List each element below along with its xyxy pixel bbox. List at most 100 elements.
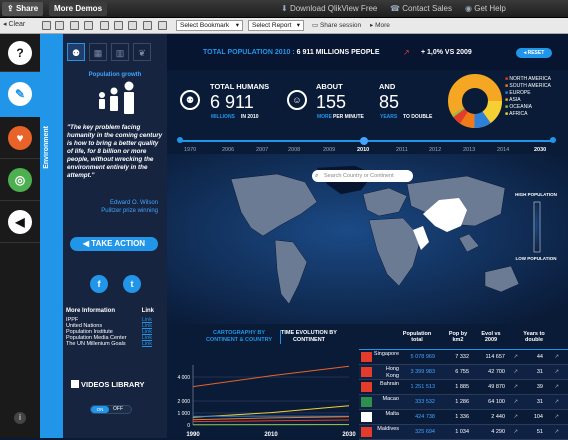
building-icon[interactable]: ▦	[89, 43, 107, 61]
country-name: Singapore	[373, 351, 399, 358]
side-panel: ⚉ ▦ ▥ ❦ Population growth "The key probl…	[63, 34, 167, 438]
share-button[interactable]: ⇪ Share	[2, 2, 43, 16]
tab-cartography[interactable]: CARTOGRAPHY BY CONTINENT & COUNTRY	[201, 330, 277, 344]
table-header[interactable]: Pop by km2	[445, 331, 471, 343]
search-tool-icon[interactable]	[143, 21, 152, 30]
back-nav-icon[interactable]	[42, 21, 51, 30]
twitter-icon[interactable]: t	[123, 275, 141, 293]
legend-item[interactable]: ■ SOUTH AMERICA	[505, 83, 567, 90]
legend-item[interactable]: ■ ASIA	[505, 97, 567, 104]
megaphone-small-icon: ◀	[83, 239, 89, 248]
timeline-year[interactable]: 2009	[323, 147, 335, 153]
series-line[interactable]	[193, 406, 349, 418]
timeline-year[interactable]: 1970	[184, 147, 196, 153]
flag-icon	[361, 352, 372, 362]
legend-label: SOUTH AMERICA	[509, 83, 550, 89]
search-placeholder: Search Country or Continent	[324, 173, 394, 179]
undo-icon[interactable]	[70, 21, 79, 30]
nav-item-question[interactable]: ?	[0, 34, 40, 72]
series-line[interactable]	[193, 366, 349, 386]
legend-item[interactable]: ■ NORTH AMERICA	[505, 76, 567, 83]
timeline-year[interactable]: 2011	[396, 147, 408, 153]
legend-label: EUROPE	[509, 90, 530, 96]
table-header[interactable]: Evol vs 2009	[477, 331, 505, 343]
country-name: Bahrain	[373, 381, 399, 388]
x-tick-label: 2030	[342, 432, 356, 438]
timeline-year[interactable]: 2007	[256, 147, 268, 153]
donut-legend: ■ NORTH AMERICA ■ SOUTH AMERICA ■ EUROPE…	[505, 76, 567, 118]
contact-label: Contact Sales	[402, 4, 452, 13]
trend-icon: ↗	[549, 350, 559, 364]
more-demos-button[interactable]: More Demos	[49, 2, 107, 16]
series-line[interactable]	[193, 417, 349, 420]
select-bookmark-dropdown[interactable]: Select Bookmark ▾	[176, 20, 243, 31]
take-action-button[interactable]: ◀ TAKE ACTION	[70, 237, 158, 251]
info-link[interactable]: Link	[142, 341, 152, 347]
phone-icon: ☎	[390, 4, 400, 13]
legend-item[interactable]: ■ AFRICA	[505, 111, 567, 118]
category-icons: ⚉ ▦ ▥ ❦	[67, 43, 163, 69]
and-label: AND	[379, 82, 395, 91]
quote-text: "The key problem facing humanity in the …	[67, 124, 163, 180]
timeline-year[interactable]: 2008	[288, 147, 300, 153]
legend-swatch: ■	[505, 76, 508, 82]
contact-sales-link[interactable]: ☎ Contact Sales	[390, 3, 452, 15]
clear-button[interactable]: ◂ Clear	[3, 20, 25, 28]
country-name: Macao	[373, 396, 399, 403]
tab-time-evolution[interactable]: TIME EVOLUTION BY CONTINENT	[280, 330, 337, 344]
videos-toggle[interactable]: ON OFF	[90, 405, 132, 414]
share-label: Share	[16, 4, 38, 13]
more-button[interactable]: ▸ More	[370, 21, 390, 29]
years-to-double: 44	[525, 350, 543, 364]
timeline-end	[550, 137, 556, 143]
environment-label: Environment	[43, 126, 59, 169]
redo-icon[interactable]	[84, 21, 93, 30]
legend-item[interactable]: ■ OCEANIA	[505, 104, 567, 111]
get-help-link[interactable]: ◉ Get Help	[465, 3, 506, 15]
chart-icon[interactable]: ▥	[111, 43, 129, 61]
download-link[interactable]: ⬇ Download QlikView Free	[281, 3, 377, 15]
evolution-vs-2009: 49 870	[473, 380, 505, 394]
table-header[interactable]: Population total	[397, 331, 437, 343]
facebook-icon[interactable]: f	[90, 275, 108, 293]
reset-label: RESET	[528, 50, 545, 56]
nav-item-announce[interactable]: ◀	[0, 201, 40, 243]
unlock-icon[interactable]	[128, 21, 137, 30]
timeline-year[interactable]: 2006	[222, 147, 234, 153]
select-report-dropdown[interactable]: Select Report ▾	[248, 20, 304, 31]
lock-icon[interactable]	[114, 21, 123, 30]
bookmark-icon[interactable]	[100, 21, 109, 30]
continent-donut[interactable]	[447, 73, 503, 129]
timeline-year[interactable]: 2012	[429, 147, 441, 153]
timeline-year[interactable]: 2014	[497, 147, 509, 153]
timeline-year[interactable]: 2030	[534, 147, 546, 153]
share-session-button[interactable]: ▭ Share session	[312, 21, 361, 29]
nav-item-environment[interactable]: ✎	[0, 72, 40, 117]
search-input[interactable]: ⌕ Search Country or Continent	[312, 170, 413, 182]
nav-item-health[interactable]: ♥	[0, 117, 40, 159]
timeline-year[interactable]: 2013	[463, 147, 475, 153]
nav-item-world[interactable]: ◎	[0, 159, 40, 201]
back-small-icon: ◂	[524, 50, 527, 56]
series-line[interactable]	[193, 420, 349, 422]
timeline-year-selected[interactable]: 2010	[357, 147, 369, 153]
family-icon[interactable]: ⚉	[67, 43, 85, 61]
info-icon[interactable]: i	[14, 412, 26, 424]
timeline-handle[interactable]	[360, 137, 368, 145]
table-header[interactable]: Years to double	[519, 331, 549, 343]
flag-icon	[361, 367, 372, 377]
take-action-label: TAKE ACTION	[91, 239, 145, 248]
reset-button[interactable]: ◂ RESET	[516, 48, 552, 58]
curve-icon[interactable]	[158, 21, 167, 30]
population-density: 1 336	[439, 410, 469, 424]
forward-nav-icon[interactable]	[55, 21, 64, 30]
years-to-double: 31	[525, 365, 543, 379]
leaf-small-icon[interactable]: ❦	[133, 43, 151, 61]
legend-item[interactable]: ■ EUROPE	[505, 90, 567, 97]
